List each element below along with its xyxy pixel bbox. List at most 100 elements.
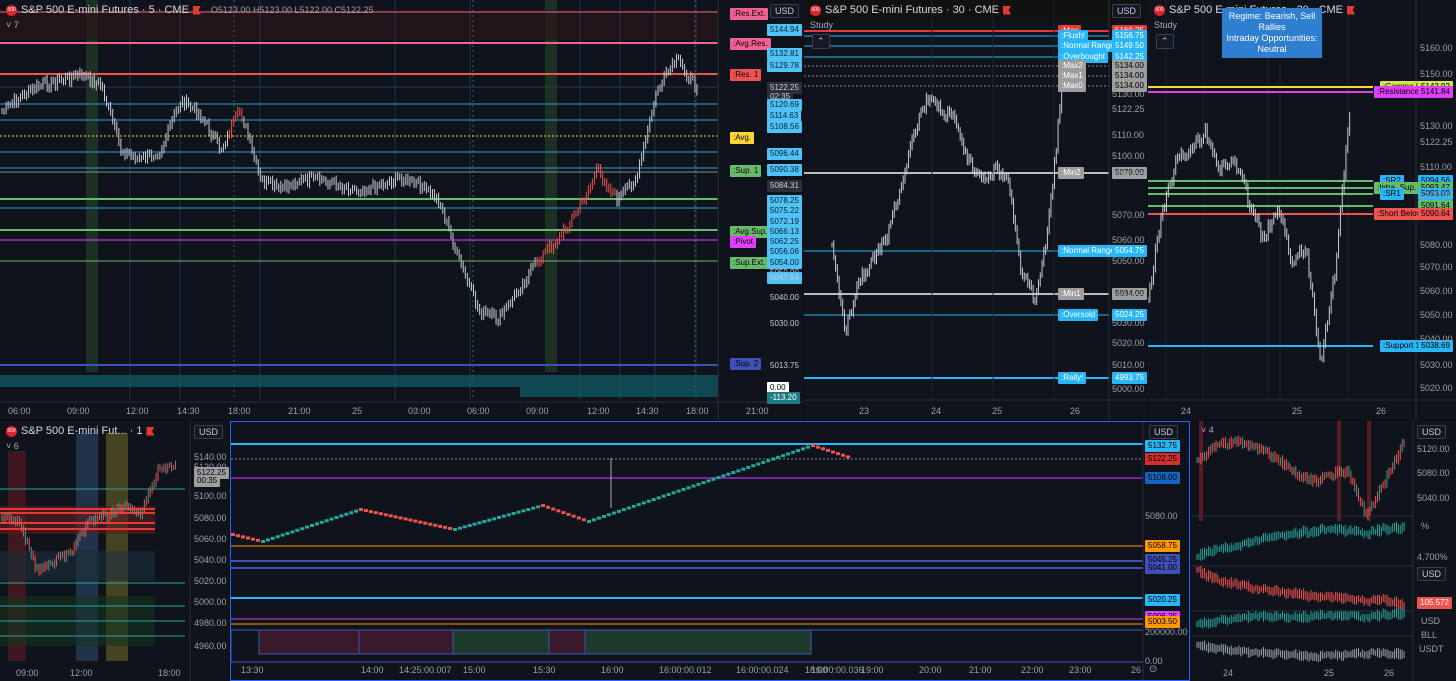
resistance-zone [0, 10, 718, 40]
chart-5min-canvas[interactable] [0, 0, 803, 420]
level-label-tag: :Short Below [1374, 208, 1426, 220]
renko-brick [821, 447, 825, 451]
flag-icon[interactable] [1347, 5, 1356, 15]
dxy-value: 105.572 [1417, 597, 1452, 609]
volume-bar [584, 629, 812, 655]
price-tick: 5040.00 [770, 293, 799, 302]
flag-icon[interactable] [146, 426, 155, 436]
price-tick: 5090.38 [767, 164, 802, 176]
currency-button[interactable]: USD [770, 4, 800, 18]
currency-button[interactable]: USD [1417, 425, 1447, 439]
renko-brick [706, 479, 711, 483]
renko-brick [344, 512, 349, 516]
collapse-button[interactable]: ⌃ [1156, 34, 1174, 49]
renko-brick [448, 526, 453, 530]
level-label-tag: :Normal Range [1058, 245, 1118, 257]
renko-brick [566, 512, 571, 516]
renko-brick [781, 454, 786, 458]
settings-icon[interactable]: ⊙ [1149, 664, 1158, 675]
renko-brick [596, 516, 601, 520]
usdt-label[interactable]: USDT [1419, 644, 1444, 654]
time-tick: 18:00 [228, 406, 251, 416]
price-tick: 5075.22 [767, 205, 802, 217]
indicator-toggle[interactable]: ˅ 7 [6, 20, 19, 30]
level-value-tag: 5134.00 [1112, 70, 1147, 82]
percent-label: % [1421, 521, 1430, 531]
price-tick: 5062.25 [767, 236, 802, 248]
price-tick: 200000.00 [1145, 627, 1188, 637]
renko-brick [457, 526, 462, 530]
symbol-title[interactable]: S&P 500 E-mini Fut... · 1 [21, 425, 143, 437]
time-tick: 26 [1131, 665, 1142, 675]
level-value-tag: 5149.50 [1112, 40, 1147, 52]
renko-brick [506, 513, 511, 517]
symbol-title[interactable]: S&P 500 E-mini Futures · 5 · CME [21, 4, 189, 16]
time-tick: 16:00:00.012 [659, 665, 712, 675]
indicator-toggle[interactable]: ˅ 6 [6, 441, 19, 451]
level-label-tag: :Min2 [1058, 167, 1084, 179]
currency-button[interactable]: USD [1112, 4, 1142, 18]
regime-box: Regime: Bearish, Sell Rallies Intraday O… [1222, 8, 1322, 58]
intraday-text: Intraday Opportunities: Neutral [1226, 33, 1318, 54]
time-tick: 21:00 [969, 665, 992, 675]
sp500-logo-icon: 500 [810, 4, 821, 16]
chart-pane-1min[interactable]: 500 S&P 500 E-mini Fut... · 1 ˅ 6 USD 51… [0, 421, 229, 681]
chart-header: 500 S&P 500 E-mini Futures · 5 · CME O51… [6, 4, 374, 16]
indicator-count: 7 [13, 20, 19, 30]
renko-brick [826, 448, 830, 452]
chart-pane-5min[interactable]: 500 S&P 500 E-mini Futures · 5 · CME O51… [0, 0, 803, 420]
price-tick: 5060.00 [1420, 286, 1453, 296]
renko-brick [373, 511, 378, 515]
currency-button-2[interactable]: USD [1417, 567, 1447, 581]
renko-brick [646, 499, 651, 503]
chart-multi-canvas[interactable] [1191, 421, 1456, 681]
flag-icon[interactable] [1003, 5, 1012, 15]
renko-brick [656, 496, 661, 500]
currency-button[interactable]: USD [194, 425, 224, 439]
renko-brick [363, 509, 368, 513]
renko-brick [487, 518, 492, 522]
chart-tick-canvas[interactable] [231, 422, 1189, 680]
renko-brick [270, 536, 275, 540]
currency-button[interactable]: USD [1149, 425, 1179, 439]
time-tick: 24 [1223, 668, 1234, 678]
bll-label[interactable]: BLL [1421, 630, 1438, 640]
price-tick: 5072.19 [767, 216, 802, 228]
renko-brick [256, 538, 260, 542]
level-label-tag: :Avg.Sup. [730, 226, 771, 238]
price-tick: 5130.00 [1112, 89, 1145, 99]
price-tick: 5030.00 [1420, 360, 1453, 370]
price-tick: 5010.00 [1112, 360, 1145, 370]
time-tick: 19:00 [861, 665, 884, 675]
renko-brick [398, 516, 403, 520]
renko-brick [443, 525, 448, 529]
volume-bar [548, 629, 586, 655]
level-label-tag: :Max1 [1058, 70, 1086, 82]
price-tick: 5120.00 [1417, 444, 1450, 454]
time-tick: 25 [352, 406, 363, 416]
chart-pane-30min-right[interactable]: 500 S&P 500 E-mini Futures · 30 · CME St… [1148, 0, 1456, 420]
chart-pane-multi[interactable]: ˅ 4 USD % 4.700% USD 105.572 USD BLL USD… [1191, 421, 1456, 681]
currency-label-3[interactable]: USD [1421, 616, 1441, 626]
renko-brick [339, 514, 344, 518]
level-value-tag: 5038.69 [1418, 340, 1453, 352]
chart-1min-canvas[interactable] [0, 421, 229, 681]
collapse-button[interactable]: ⌃ [812, 34, 830, 49]
level-label-tag: :Avg.Res. [730, 38, 771, 50]
chart-30min-canvas[interactable] [804, 0, 1147, 420]
time-tick: 14:00 [361, 665, 384, 675]
symbol-title[interactable]: S&P 500 E-mini Futures · 30 · CME [825, 4, 1000, 16]
renko-brick [811, 444, 815, 447]
price-tick: 5020.00 [1420, 383, 1453, 393]
renko-brick [413, 519, 418, 523]
indicator-toggle[interactable]: ˅ 4 [1201, 425, 1214, 435]
renko-brick [290, 530, 295, 534]
renko-brick [801, 447, 806, 451]
renko-brick [275, 535, 280, 539]
level-label-tag: :Resistance 1 [1374, 86, 1429, 98]
chart-pane-tick[interactable]: USD 5132.75 5122.25 5108.00 5080.00 5058.75 5… [230, 421, 1190, 681]
level-label-tag: :Rally! [1058, 372, 1087, 384]
price-tick: 5040.00 [1420, 334, 1453, 344]
flag-icon[interactable] [192, 5, 201, 15]
chart-pane-30min-left[interactable]: 500 S&P 500 E-mini Futures · 30 · CME St… [804, 0, 1147, 420]
